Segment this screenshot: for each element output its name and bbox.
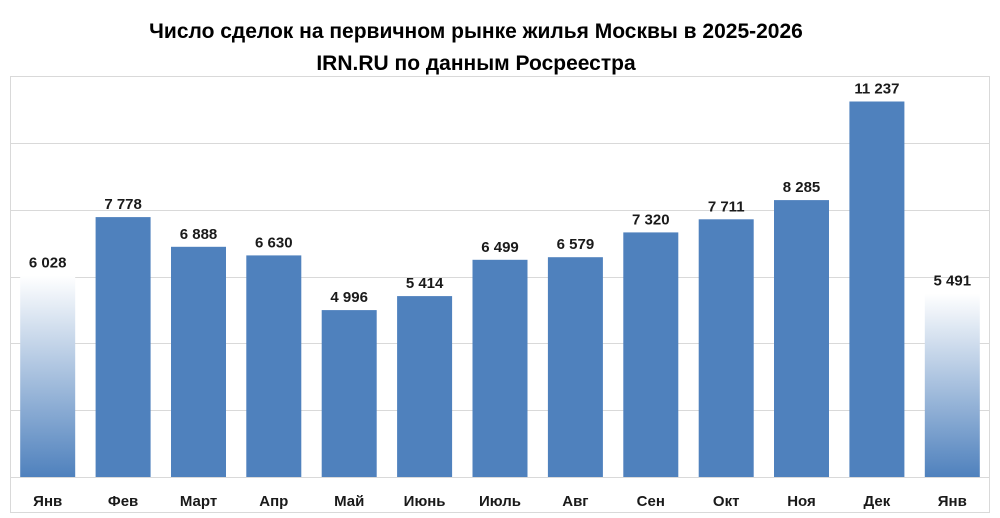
- value-label-7: 6 499: [481, 239, 519, 256]
- bar-7: [472, 259, 528, 477]
- bar-3: [171, 246, 226, 477]
- value-label-8: 6 579: [557, 236, 595, 253]
- bar-9: [623, 232, 679, 477]
- value-label-9: 7 320: [632, 211, 670, 228]
- x-tick-label-3: Март: [180, 493, 217, 510]
- bar-5: [321, 310, 377, 477]
- x-tick-label-4: Апр: [259, 493, 288, 510]
- bar-13: [924, 293, 980, 477]
- value-label-10: 7 711: [708, 198, 745, 215]
- x-tick-label-2: Фев: [108, 493, 138, 510]
- x-tick-label-11: Ноя: [787, 493, 816, 510]
- x-tick-label-9: Сен: [637, 493, 665, 510]
- x-tick-label-5: Май: [334, 493, 364, 510]
- bar-1: [20, 275, 76, 477]
- chart-title: Число сделок на первичном рынке жилья Мо…: [149, 20, 803, 43]
- x-tick-label-6: Июнь: [404, 493, 446, 510]
- value-label-1: 6 028: [29, 255, 67, 272]
- bar-4: [246, 255, 302, 477]
- bar-12: [849, 101, 905, 477]
- value-label-5: 4 996: [330, 289, 368, 306]
- value-labels: 6 028 7 778 6 888 6 630 4 996 5 414 6 499 6 579…: [29, 81, 971, 307]
- value-label-2: 7 778: [104, 196, 142, 213]
- value-label-13: 5 491: [934, 273, 972, 290]
- x-tick-label-7: Июль: [479, 493, 521, 510]
- x-tick-label-12: Дек: [864, 493, 891, 510]
- x-tick-label-8: Авг: [562, 493, 588, 510]
- bar-8: [547, 257, 603, 477]
- x-tick-label-1: Янв: [33, 493, 62, 510]
- chart-subtitle: IRN.RU по данным Росреестра: [316, 52, 636, 75]
- bars: [20, 101, 980, 478]
- value-label-11: 8 285: [783, 179, 821, 196]
- x-axis-tick-labels: Янв Фев Март Апр Май Июнь Июль Авг Сен Окт Ноя Дек Я…: [33, 493, 967, 510]
- value-label-6: 5 414: [406, 275, 444, 292]
- value-label-4: 6 630: [255, 234, 293, 251]
- bar-11: [774, 200, 829, 477]
- value-label-12: 11 237: [854, 81, 899, 98]
- bar-2: [95, 217, 151, 477]
- x-tick-label-10: Окт: [713, 493, 740, 510]
- bar-10: [698, 219, 754, 478]
- x-tick-label-13: Янв: [938, 493, 967, 510]
- value-label-3: 6 888: [180, 226, 218, 243]
- bar-6: [397, 296, 453, 477]
